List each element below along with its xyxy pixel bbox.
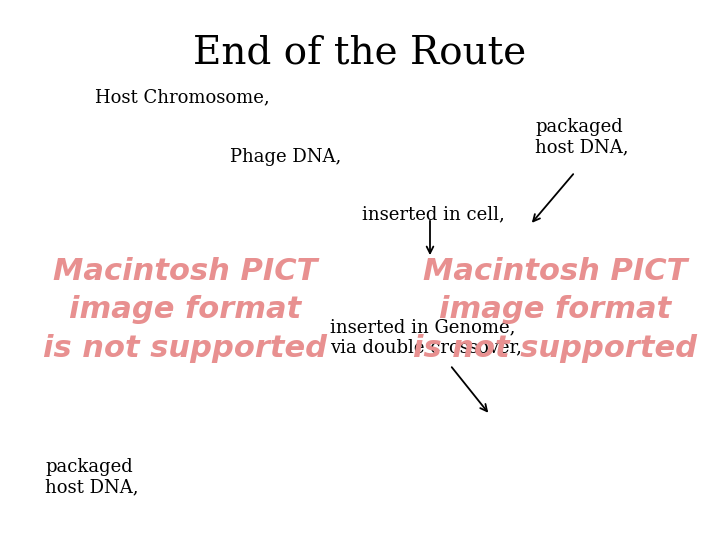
Text: inserted in Genome,
via double crossover,: inserted in Genome, via double crossover… (330, 318, 522, 357)
Text: packaged
host DNA,: packaged host DNA, (45, 458, 138, 497)
Text: Host Chromosome,: Host Chromosome, (95, 88, 269, 106)
Text: Macintosh PICT
image format
is not supported: Macintosh PICT image format is not suppo… (43, 257, 327, 363)
Text: End of the Route: End of the Route (194, 35, 526, 72)
Text: inserted in cell,: inserted in cell, (362, 205, 505, 223)
Text: packaged
host DNA,: packaged host DNA, (535, 118, 629, 157)
Text: Macintosh PICT
image format
is not supported: Macintosh PICT image format is not suppo… (413, 257, 697, 363)
Text: Phage DNA,: Phage DNA, (230, 148, 341, 166)
